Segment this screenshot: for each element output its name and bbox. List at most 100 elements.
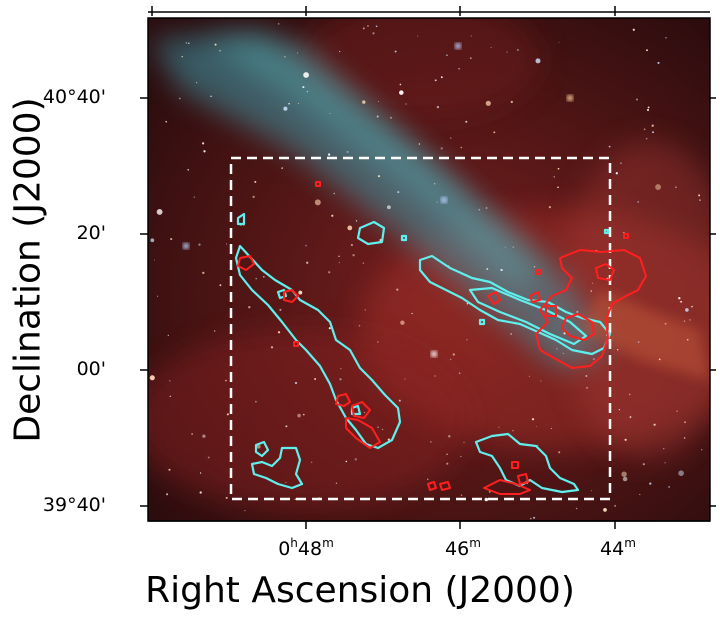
star [335, 482, 338, 484]
star [362, 262, 365, 264]
star [664, 322, 667, 325]
x-tick-label: 44m [600, 536, 636, 560]
star [649, 482, 652, 485]
star [345, 460, 348, 463]
star [558, 41, 560, 43]
star [653, 423, 656, 426]
star [685, 308, 689, 312]
star [484, 497, 489, 502]
star [418, 143, 421, 145]
star [433, 183, 436, 185]
star [603, 508, 607, 512]
star [294, 498, 297, 500]
star [553, 176, 555, 178]
star [202, 271, 205, 275]
star [364, 309, 366, 311]
star [219, 49, 221, 52]
star [202, 142, 205, 145]
bright-star [182, 242, 190, 250]
star [165, 120, 167, 123]
star [647, 106, 650, 109]
star [622, 476, 628, 482]
star [358, 324, 361, 327]
star [614, 504, 617, 507]
star [592, 358, 595, 361]
star [662, 447, 665, 450]
star [285, 425, 288, 428]
star-field [149, 23, 703, 520]
star [354, 458, 357, 461]
star [591, 282, 593, 284]
star [187, 168, 190, 171]
star [460, 455, 462, 458]
star [256, 444, 261, 449]
x-ticks [151, 6, 616, 529]
star [446, 54, 448, 57]
star [405, 103, 407, 105]
star [243, 225, 245, 227]
star [504, 246, 506, 248]
star [680, 300, 682, 303]
x-tick-label: 0h48m [278, 536, 334, 560]
star [608, 145, 611, 148]
star [254, 400, 257, 403]
star [530, 517, 532, 520]
star [642, 463, 645, 466]
star [298, 290, 303, 295]
star [550, 427, 552, 429]
star [448, 435, 451, 438]
star [382, 428, 384, 430]
star [387, 438, 390, 441]
star [294, 381, 298, 385]
star [167, 334, 169, 337]
star [440, 76, 443, 79]
bright-star [454, 42, 462, 50]
star [498, 426, 500, 428]
star [699, 199, 701, 201]
star [327, 153, 331, 156]
star [188, 42, 190, 45]
star [548, 206, 552, 209]
star [500, 268, 503, 272]
star [252, 195, 255, 199]
star [195, 81, 198, 84]
star [434, 375, 436, 377]
star [427, 478, 429, 480]
star [657, 61, 660, 64]
star [637, 201, 640, 203]
star [377, 341, 379, 343]
star [646, 49, 648, 52]
star [452, 353, 455, 356]
star [214, 43, 217, 46]
star [399, 90, 404, 95]
star [683, 437, 686, 439]
star [458, 67, 460, 70]
star [314, 378, 316, 380]
star [362, 27, 365, 30]
star [338, 262, 340, 264]
x-tick-label: 46m [445, 536, 481, 560]
star [200, 472, 202, 474]
star [302, 413, 305, 416]
star [620, 162, 622, 164]
star [149, 375, 155, 381]
star [430, 441, 432, 443]
star [305, 244, 307, 247]
red-contours [237, 181, 647, 495]
star [303, 72, 309, 78]
star [350, 243, 354, 247]
star [512, 246, 514, 248]
star [390, 116, 392, 119]
star [244, 510, 246, 512]
star [590, 290, 593, 292]
star [310, 461, 313, 464]
star [586, 386, 589, 389]
star [333, 192, 335, 195]
star [440, 147, 443, 150]
star [297, 52, 299, 54]
y-axis-title: Declination (J2000) [7, 97, 49, 443]
star [665, 36, 667, 39]
star [191, 433, 193, 435]
star [575, 507, 578, 510]
star [490, 47, 492, 48]
